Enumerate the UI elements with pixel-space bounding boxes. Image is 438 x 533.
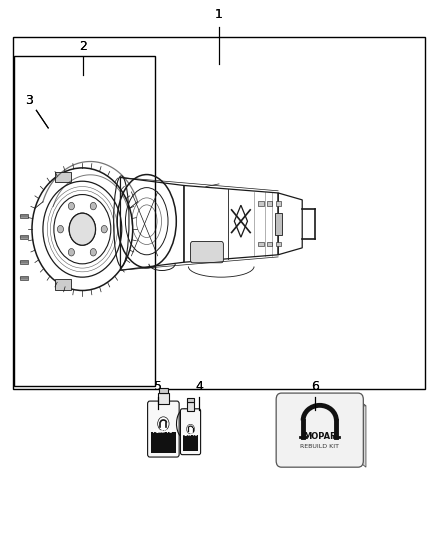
Text: 6: 6: [311, 381, 319, 393]
Polygon shape: [358, 400, 366, 467]
FancyBboxPatch shape: [191, 241, 223, 263]
Bar: [187, 398, 194, 402]
Bar: [55, 279, 71, 290]
Circle shape: [68, 203, 74, 210]
Bar: [20, 214, 28, 218]
Text: 6: 6: [311, 381, 319, 393]
FancyBboxPatch shape: [276, 393, 363, 467]
Bar: [258, 242, 264, 246]
Text: MaxPro: MaxPro: [182, 433, 199, 437]
Circle shape: [68, 248, 74, 256]
Bar: [187, 402, 194, 411]
Circle shape: [90, 203, 96, 210]
Text: 5: 5: [154, 381, 162, 393]
Text: 2: 2: [79, 41, 87, 53]
Bar: [14, 56, 155, 386]
Bar: [183, 435, 198, 451]
Bar: [20, 276, 28, 280]
Text: 4: 4: [195, 381, 203, 393]
Circle shape: [187, 424, 194, 434]
Bar: [158, 393, 169, 404]
FancyBboxPatch shape: [148, 401, 179, 457]
Bar: [258, 201, 264, 206]
Circle shape: [57, 225, 64, 233]
Circle shape: [101, 225, 107, 233]
Bar: [267, 201, 272, 206]
Text: REBUILD KIT: REBUILD KIT: [300, 443, 339, 449]
Bar: [276, 242, 281, 246]
Text: 5: 5: [154, 381, 162, 393]
Bar: [13, 37, 425, 389]
Circle shape: [90, 248, 96, 256]
Bar: [20, 260, 28, 264]
Circle shape: [158, 417, 169, 431]
Polygon shape: [281, 400, 366, 406]
Bar: [267, 242, 272, 246]
Circle shape: [69, 213, 95, 245]
Bar: [159, 388, 168, 393]
Bar: [151, 432, 176, 453]
Text: 3: 3: [25, 94, 33, 107]
Text: 3: 3: [25, 94, 33, 107]
Text: 1: 1: [215, 9, 223, 21]
Text: MOPAR: MOPAR: [303, 432, 336, 441]
FancyBboxPatch shape: [180, 409, 201, 455]
Text: MaxPro: MaxPro: [153, 429, 173, 434]
Bar: [275, 213, 282, 235]
Bar: [20, 235, 28, 239]
Text: 1: 1: [215, 9, 223, 21]
Bar: [276, 201, 281, 206]
Text: 4: 4: [195, 381, 203, 393]
Bar: [55, 172, 71, 182]
Text: 2: 2: [79, 41, 87, 53]
